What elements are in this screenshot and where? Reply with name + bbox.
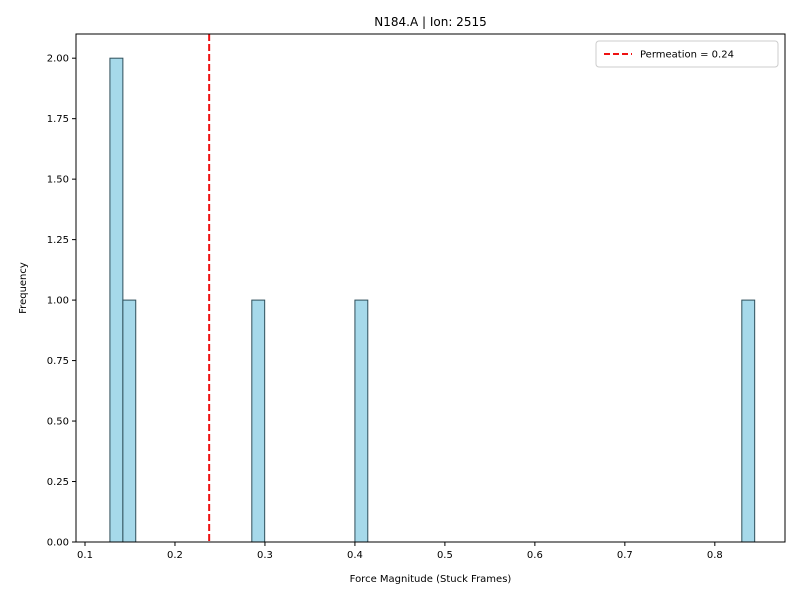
- y-tick-label: 0.00: [47, 538, 69, 549]
- legend-label-permeation: Permeation = 0.24: [640, 50, 734, 61]
- x-tick-label: 0.3: [257, 550, 273, 561]
- y-tick-label: 0.50: [47, 417, 69, 428]
- y-tick-label: 1.75: [47, 114, 69, 125]
- y-axis-ticks: 0.00 0.25 0.50 0.75 1.00 1.25 1.50 1.75 2.00: [47, 54, 76, 549]
- x-tick-label: 0.4: [347, 550, 363, 561]
- y-axis-label: Frequency: [18, 262, 29, 314]
- histogram-bar-0: [109, 57, 124, 543]
- histogram-bar-1: [122, 299, 137, 543]
- y-tick-label: 0.75: [47, 356, 69, 367]
- x-tick-label: 0.8: [707, 550, 723, 561]
- bars-group: [109, 57, 756, 543]
- x-tick-label: 0.2: [167, 550, 183, 561]
- y-tick-label: 1.00: [47, 296, 69, 307]
- y-tick-label: 0.25: [47, 477, 69, 488]
- x-tick-label: 0.5: [437, 550, 453, 561]
- y-tick-label: 2.00: [47, 54, 69, 65]
- histogram-bar-2: [251, 299, 266, 543]
- y-tick-label: 1.25: [47, 235, 69, 246]
- y-tick-label: 1.50: [47, 175, 69, 186]
- histogram-bar-4: [741, 299, 756, 543]
- legend-box: [595, 40, 779, 68]
- x-tick-label: 0.7: [617, 550, 633, 561]
- x-tick-label: 0.6: [527, 550, 543, 561]
- plot-frame: [75, 33, 786, 543]
- x-axis-label: Force Magnitude (Stuck Frames): [350, 574, 512, 585]
- legend: Permeation = 0.24: [595, 40, 779, 68]
- chart-title: N184.A | Ion: 2515: [374, 15, 486, 29]
- x-axis-ticks: 0.1 0.2 0.3 0.4 0.5 0.6 0.7 0.8: [77, 542, 723, 561]
- x-tick-label: 0.1: [77, 550, 93, 561]
- histogram-bar-3: [354, 299, 369, 543]
